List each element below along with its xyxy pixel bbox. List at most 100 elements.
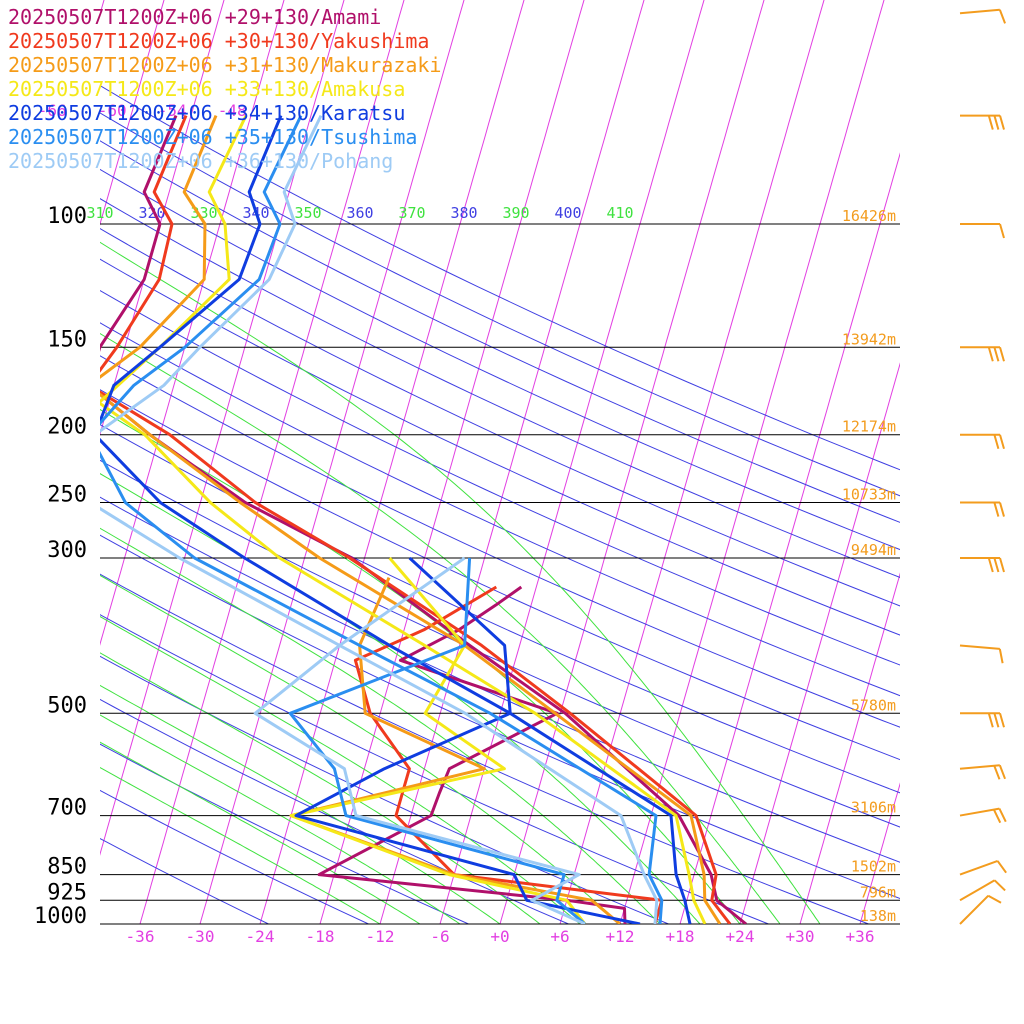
x-tick-label: +36 xyxy=(846,927,875,946)
wind-barb-flag xyxy=(998,764,1006,780)
wind-barb xyxy=(959,879,1006,902)
theta-label: 310 xyxy=(86,204,113,222)
pressure-label-700: 700 xyxy=(47,796,87,821)
isotherm-lines xyxy=(100,0,900,924)
wind-barb xyxy=(960,346,1005,362)
x-tick-label: +0 xyxy=(490,927,509,946)
wind-barb xyxy=(959,894,1002,925)
wind-barb-flag xyxy=(987,346,994,362)
dry-adiabat-line xyxy=(100,322,900,697)
isotherm-line xyxy=(619,0,885,924)
x-tick-label: -24 xyxy=(246,927,275,946)
moist-adiabat-line xyxy=(100,652,541,924)
x-tick-label: +18 xyxy=(666,927,695,946)
pressure-label-100: 100 xyxy=(47,204,87,229)
wind-barb-flag xyxy=(993,713,1000,728)
dry-adiabat-line xyxy=(100,168,900,551)
x-tick-label: +12 xyxy=(606,927,635,946)
height-labels: 16426m 13942m 12174m 10733m 9494m 5780m 3106m 1… xyxy=(842,207,896,925)
moist-adiabat-line xyxy=(100,684,501,924)
wind-barb-flag xyxy=(999,713,1005,728)
pressure-label-200: 200 xyxy=(47,415,87,440)
theta-label: 370 xyxy=(398,204,425,222)
legend-entry: 20250507T1200Z+06 +33+130/Amakusa xyxy=(8,77,405,101)
height-label-200: 12174m xyxy=(842,418,896,436)
wind-barb xyxy=(959,807,1007,824)
dry-adiabat-line xyxy=(100,140,900,523)
wind-barb-flag xyxy=(987,115,994,130)
wind-barb-shaft xyxy=(959,807,1000,817)
isotherm-line xyxy=(559,0,825,924)
wind-barb-flag xyxy=(992,809,1002,824)
height-label-150: 13942m xyxy=(842,330,896,348)
x-tick-label: +6 xyxy=(550,927,569,946)
wind-barb xyxy=(959,8,1006,24)
isotherm-line xyxy=(199,0,465,924)
wind-barb-flag xyxy=(999,223,1005,239)
wind-barb-flag xyxy=(987,713,994,728)
dry-adiabat-line xyxy=(100,534,900,900)
dewpoint-line-5 xyxy=(288,557,586,924)
wind-barb-flag xyxy=(993,557,1000,573)
dry-adiabat-line xyxy=(100,423,900,794)
height-label-925: 796m xyxy=(860,883,896,901)
pressure-label-1000: 1000 xyxy=(34,904,87,929)
isotherm-line xyxy=(139,0,405,924)
wind-barb-flag xyxy=(999,557,1005,573)
isotherm-line xyxy=(319,0,585,924)
dry-adiabat-line xyxy=(100,698,569,924)
theta-label: 390 xyxy=(502,204,529,222)
dry-adiabat-line xyxy=(100,258,900,636)
wind-barb-flag xyxy=(987,557,994,573)
isotherm-line xyxy=(259,0,525,924)
dry-adiabat-line xyxy=(100,655,669,924)
moist-adiabat-line xyxy=(100,241,821,924)
theta-label: 380 xyxy=(450,204,477,222)
wind-barb-flag xyxy=(987,894,1002,904)
x-tick-label: -36 xyxy=(126,927,155,946)
isotherm-line xyxy=(100,0,345,856)
legend-entry: 20250507T1200Z+06 +30+130/Yakushima xyxy=(8,29,429,53)
isotherm-line xyxy=(679,152,900,924)
legend-entry: 20250507T1200Z+06 +31+130/Makurazaki xyxy=(8,53,441,77)
temperature-line-4 xyxy=(100,115,692,924)
wind-barb xyxy=(960,433,1005,449)
isotherm-line xyxy=(439,0,705,924)
dry-adiabat-line xyxy=(100,112,900,497)
moist-adiabat-line xyxy=(100,473,701,924)
wind-barb-shaft xyxy=(959,879,996,902)
dry-adiabat-line xyxy=(100,614,769,924)
wind-barb-flag xyxy=(999,434,1005,449)
theta-label: 400 xyxy=(554,204,581,222)
height-label-500: 5780m xyxy=(851,696,896,714)
wind-barb-flag xyxy=(993,879,1006,892)
wind-barb-flag xyxy=(999,115,1005,130)
wind-barb xyxy=(960,712,1005,728)
wind-barb xyxy=(959,764,1006,780)
pressure-label-925: 925 xyxy=(47,880,87,905)
wind-barb-flag xyxy=(993,765,1001,780)
x-tick-label: -18 xyxy=(306,927,335,946)
dry-adiabat-lines xyxy=(100,84,900,924)
pressure-label-850: 850 xyxy=(47,855,87,880)
wind-barb-flag xyxy=(993,502,1000,517)
x-tick-label: -12 xyxy=(366,927,395,946)
x-tick-label: +24 xyxy=(726,927,755,946)
x-tick-label: -6 xyxy=(430,927,449,946)
height-label-850: 1502m xyxy=(851,858,896,876)
isotherm-line xyxy=(799,572,900,924)
dewpoint-line-3 xyxy=(289,557,587,924)
dry-adiabat-line xyxy=(100,459,900,828)
wind-barb xyxy=(959,644,1004,664)
isotherm-upper-labels: -66 -60 -54 -48 xyxy=(38,101,247,120)
dry-adiabat-line xyxy=(100,84,900,471)
wind-barb-flag xyxy=(998,648,1004,664)
dry-adiabat-line xyxy=(100,573,869,924)
pressure-label-300: 300 xyxy=(47,538,87,563)
x-tick-label: +30 xyxy=(786,927,815,946)
wind-barb xyxy=(960,556,1005,573)
isotherm-line xyxy=(100,0,165,226)
